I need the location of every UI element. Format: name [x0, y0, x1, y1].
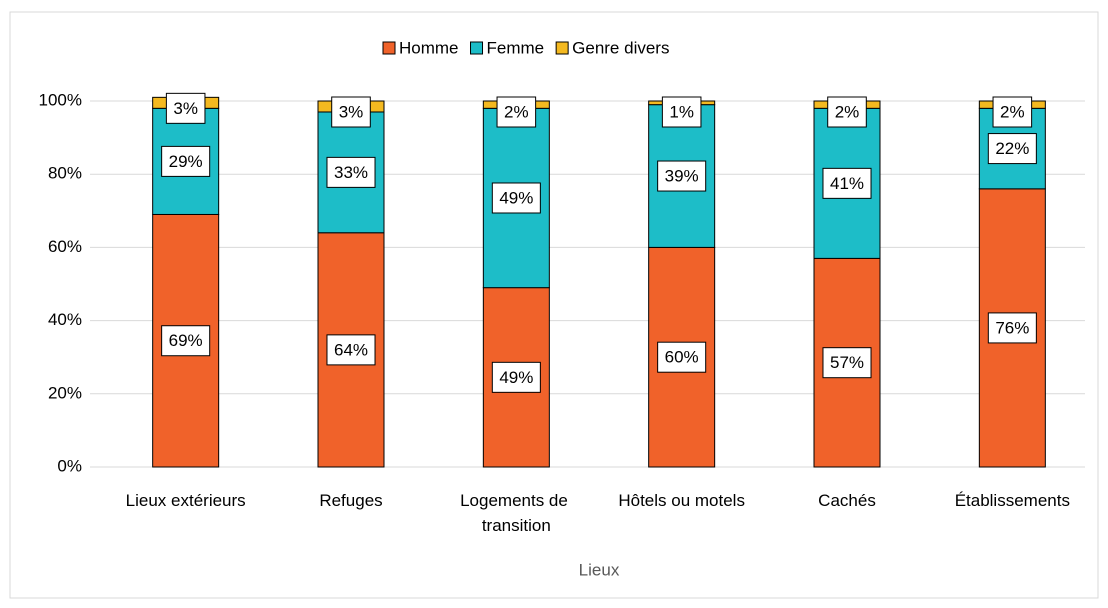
data-label-group: 33%	[326, 156, 376, 188]
x-axis-title: Lieux	[579, 560, 620, 579]
data-label-group: 2%	[827, 96, 867, 128]
data-label: 60%	[665, 348, 699, 367]
x-tick-line: Hôtels ou motels	[618, 491, 745, 510]
data-label: 3%	[173, 99, 198, 118]
data-label-group: 2%	[992, 96, 1033, 128]
data-label-box	[822, 347, 872, 379]
data-label: 69%	[169, 331, 203, 350]
data-label-box	[165, 92, 206, 124]
data-label-box	[161, 145, 211, 177]
data-label-group: 60%	[657, 341, 707, 373]
data-label: 33%	[334, 163, 368, 182]
data-label: 3%	[339, 102, 364, 121]
data-label-box	[496, 96, 537, 128]
legend-label: Homme	[399, 38, 459, 57]
y-tick-label: 20%	[48, 383, 82, 402]
data-label-box	[331, 96, 371, 128]
data-label-group: 49%	[491, 361, 541, 393]
legend-swatch	[470, 41, 484, 55]
legend-label: Genre divers	[572, 38, 669, 57]
x-tick-label: Cachés	[818, 491, 876, 510]
data-label-box	[822, 167, 872, 199]
x-tick-label: Refuges	[319, 491, 382, 510]
data-label: 41%	[830, 174, 864, 193]
x-tick-line: Refuges	[319, 491, 382, 510]
data-label-group: 22%	[987, 133, 1037, 165]
data-label-box	[326, 334, 376, 366]
data-label-box	[326, 156, 376, 188]
data-label-group: 76%	[987, 312, 1037, 344]
data-label-group: 57%	[822, 347, 872, 379]
data-label-group: 3%	[165, 92, 206, 124]
legend-label: Femme	[487, 38, 545, 57]
data-label-group: 1%	[661, 96, 702, 128]
y-tick-label: 40%	[48, 310, 82, 329]
x-tick-line: Établissements	[955, 491, 1070, 510]
data-label-group: 3%	[331, 96, 371, 128]
data-label: 49%	[499, 188, 533, 207]
data-label-group: 29%	[161, 145, 211, 177]
y-tick-label: 0%	[57, 456, 82, 475]
y-tick-label: 80%	[48, 164, 82, 183]
x-tick-line: Lieux extérieurs	[126, 491, 246, 510]
x-tick-line: transition	[482, 516, 551, 535]
data-label-box	[491, 361, 541, 393]
data-label-box	[827, 96, 867, 128]
data-label: 2%	[1000, 102, 1025, 121]
x-tick-label: Hôtels ou motels	[618, 491, 745, 510]
data-label-group: 2%	[496, 96, 537, 128]
data-label: 2%	[835, 102, 860, 121]
legend-swatch	[555, 41, 569, 55]
data-label: 2%	[504, 102, 529, 121]
x-tick-label: Établissements	[955, 491, 1070, 510]
data-label-box	[657, 341, 707, 373]
data-label-box	[661, 96, 702, 128]
data-label: 29%	[169, 152, 203, 171]
data-label-group: 39%	[657, 160, 707, 192]
x-tick-line: Logements de	[460, 491, 572, 510]
data-label: 76%	[995, 318, 1029, 337]
data-label-box	[161, 325, 211, 357]
data-label: 57%	[830, 353, 864, 372]
data-label-box	[992, 96, 1033, 128]
x-tick-label: Logements de transition	[460, 491, 572, 535]
data-label: 64%	[334, 340, 368, 359]
data-label-group: 41%	[822, 167, 872, 199]
x-tick-line: Cachés	[818, 491, 876, 510]
data-label: 22%	[995, 139, 1029, 158]
data-label: 1%	[669, 102, 694, 121]
data-label-group: 49%	[491, 182, 541, 214]
data-label: 49%	[499, 368, 533, 387]
data-label-group: 69%	[161, 325, 211, 357]
data-label-box	[657, 160, 707, 192]
data-label-group: 64%	[326, 334, 376, 366]
legend-swatch	[382, 41, 396, 55]
y-tick-label: 60%	[48, 237, 82, 256]
data-label: 39%	[665, 167, 699, 186]
data-label-box	[987, 312, 1037, 344]
y-tick-label: 100%	[39, 90, 82, 109]
data-label-box	[987, 133, 1037, 165]
x-tick-label: Lieux extérieurs	[126, 491, 246, 510]
data-label-box	[491, 182, 541, 214]
